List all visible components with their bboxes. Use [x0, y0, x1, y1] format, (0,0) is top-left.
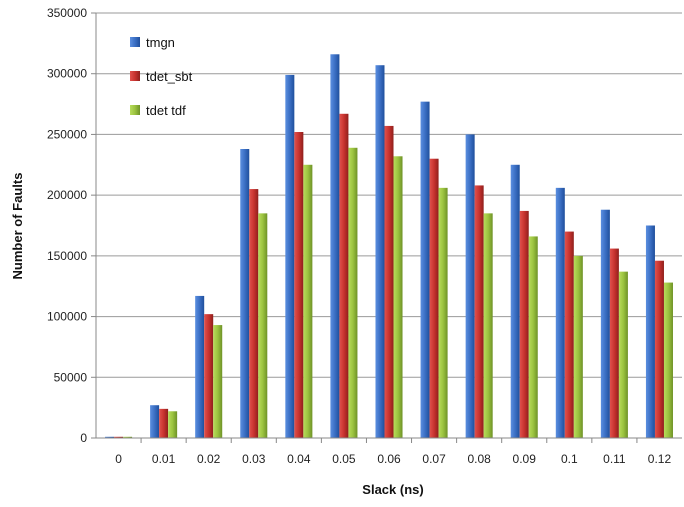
- y-tick-label-0: 0: [80, 431, 87, 445]
- x-tick-label-0.06: 0.06: [377, 452, 401, 466]
- x-tick-label-0.07: 0.07: [422, 452, 446, 466]
- x-tick-label-0.02: 0.02: [197, 452, 221, 466]
- y-tick-label-4: 200000: [47, 188, 87, 202]
- bar-tdet-sbt-0.03: [249, 189, 259, 438]
- bar-tmgn-0.08: [465, 134, 475, 438]
- bar-tmgn-0.07: [420, 101, 430, 439]
- bar-tdet-tdf-0.1: [573, 255, 583, 438]
- x-tick-label-0.11: 0.11: [603, 452, 626, 466]
- y-tick-label-2: 100000: [47, 310, 87, 324]
- bar-tmgn-0.12: [645, 225, 655, 438]
- bar-tdet-sbt-0.04: [294, 132, 304, 438]
- bar-tdet-tdf-0.04: [303, 164, 313, 439]
- bar-tdet-tdf-0.03: [258, 213, 268, 438]
- legend-label-1: tdet_sbt: [146, 69, 193, 84]
- x-tick-label-0.12: 0.12: [648, 452, 672, 466]
- y-tick-label-1: 50000: [54, 370, 88, 384]
- bar-tmgn-0.03: [240, 149, 250, 438]
- bar-tdet-sbt-0.1: [564, 231, 574, 438]
- x-tick-label-0.09: 0.09: [513, 452, 537, 466]
- bar-tdet-tdf-0: [123, 436, 133, 438]
- legend-label-2: tdet tdf: [146, 103, 186, 118]
- bar-tmgn-0.06: [375, 65, 385, 438]
- bar-tmgn-0.11: [600, 209, 610, 438]
- x-axis-title: Slack (ns): [362, 482, 423, 497]
- bar-tdet-tdf-0.06: [393, 156, 403, 439]
- bars: [105, 54, 673, 439]
- bar-tmgn-0.05: [330, 54, 340, 439]
- x-tick-label-0.08: 0.08: [467, 452, 491, 466]
- bar-tdet-sbt-0.02: [204, 314, 214, 438]
- bar-tdet-tdf-0.05: [348, 147, 358, 439]
- y-tick-label-7: 350000: [47, 6, 87, 20]
- bar-tdet-tdf-0.07: [438, 187, 448, 438]
- bar-tmgn-0: [105, 436, 115, 438]
- legend-swatch-1: [130, 71, 140, 81]
- bar-tmgn-0.02: [195, 295, 205, 438]
- x-tick-label-0.05: 0.05: [332, 452, 356, 466]
- x-tick-label-0.1: 0.1: [561, 452, 578, 466]
- bar-tmgn-0.01: [150, 405, 160, 438]
- x-tick-label-0: 0: [115, 452, 122, 466]
- bar-tdet-sbt-0.09: [519, 210, 529, 438]
- bar-tdet-tdf-0.12: [663, 282, 673, 438]
- bar-tdet-tdf-0.11: [618, 271, 628, 438]
- bar-tdet-sbt-0.08: [474, 185, 484, 438]
- bar-tdet-sbt-0.07: [429, 158, 439, 438]
- bar-tdet-sbt-0: [114, 436, 124, 438]
- bar-tmgn-0.04: [285, 74, 295, 438]
- tick-labels: 0 50000 100000 150000 200000 250000 300000 3500…: [47, 6, 672, 466]
- legend-label-0: tmgn: [146, 35, 175, 50]
- bar-tdet-sbt-0.06: [384, 125, 394, 438]
- bar-tmgn-0.09: [510, 164, 520, 439]
- bar-tdet-tdf-0.02: [213, 325, 223, 438]
- y-tick-label-6: 300000: [47, 67, 87, 81]
- axes: [91, 12, 682, 443]
- bar-tdet-sbt-0.01: [159, 408, 169, 438]
- bar-tdet-tdf-0.09: [528, 236, 538, 438]
- legend-swatch-0: [130, 37, 140, 47]
- y-axis-title: Number of Faults: [10, 173, 25, 280]
- bar-tdet-sbt-0.12: [654, 260, 664, 438]
- bar-tdet-tdf-0.08: [483, 213, 493, 438]
- y-tick-label-3: 150000: [47, 249, 87, 263]
- bar-tdet-tdf-0.01: [168, 411, 178, 438]
- y-tick-label-5: 250000: [47, 127, 87, 141]
- x-tick-label-0.03: 0.03: [242, 452, 266, 466]
- bar-tdet-sbt-0.05: [339, 113, 349, 439]
- bar-tdet-sbt-0.11: [609, 248, 619, 438]
- bar-tmgn-0.1: [555, 187, 565, 438]
- x-tick-label-0.01: 0.01: [152, 452, 176, 466]
- x-tick-label-0.04: 0.04: [287, 452, 311, 466]
- legend-swatch-2: [130, 105, 140, 115]
